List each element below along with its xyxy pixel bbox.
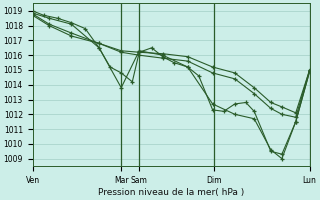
X-axis label: Pression niveau de la mer( hPa ): Pression niveau de la mer( hPa ) <box>98 188 244 197</box>
